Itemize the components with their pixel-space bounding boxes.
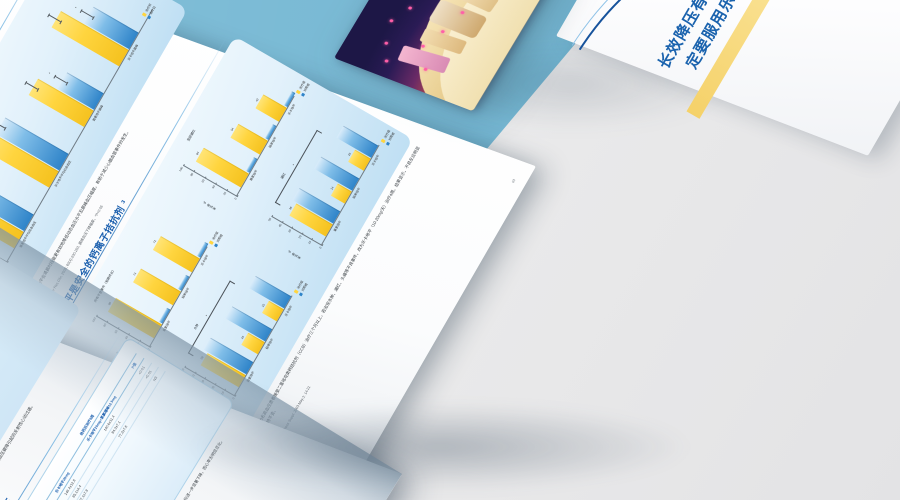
- legend-swatch-control: [298, 292, 304, 297]
- y-tick: 100: [178, 165, 184, 173]
- legend-swatch-control: [385, 141, 391, 147]
- y-tick: 40: [211, 184, 217, 190]
- significance-star: *: [204, 314, 210, 318]
- y-tick: 20: [297, 234, 303, 240]
- legend-swatch-treated: [293, 289, 299, 295]
- y-tick: 80: [189, 172, 195, 178]
- bar-value-label: 15: [260, 303, 266, 309]
- chart-c-legend: 治疗组 对照组: [295, 80, 312, 98]
- chart-d-ylabel: 发生率 %: [287, 248, 302, 260]
- y-tick: 0: [318, 245, 323, 250]
- chart-a-legend: 治疗组 对照组: [208, 231, 225, 249]
- chart-b-legend: 治疗组 对照组: [293, 280, 310, 298]
- left-section2-title: 乐卡地平高剂量应用能进一步降低血压: [0, 495, 16, 500]
- legend-swatch-treated: [295, 89, 301, 95]
- error-bar: [54, 75, 68, 84]
- bar-value-label: 42: [254, 97, 260, 103]
- significance-star: *: [48, 71, 53, 76]
- error-bar: [25, 82, 38, 90]
- legend-swatch-treated: [380, 138, 386, 144]
- bar-value: 54: [229, 123, 268, 155]
- chart-d-title: 潮红: [279, 172, 287, 180]
- chart-b-title: 水肿: [192, 322, 200, 331]
- error-bar: [48, 14, 61, 23]
- legend-swatch-treated: [208, 240, 214, 246]
- bar-value-label: 72: [152, 239, 158, 245]
- bar-value-label: 16: [346, 152, 353, 157]
- bar-value-label: 84: [195, 151, 201, 156]
- bar-value-label: 54: [229, 127, 235, 132]
- error-bar: [80, 10, 94, 18]
- y-tick: 30: [287, 228, 293, 234]
- legend-swatch-control: [213, 243, 219, 248]
- chart-c-title: 面部潮红: [186, 128, 197, 142]
- bar-value-label: 74: [132, 271, 138, 277]
- bar-value: 72: [152, 236, 200, 273]
- chart-d-legend: 治疗组 对照组: [380, 129, 397, 147]
- y-tick: 10: [307, 240, 313, 246]
- significance-star: *: [291, 163, 297, 167]
- bar-value-label: 36: [288, 205, 294, 211]
- y-tick: 0: [233, 196, 238, 201]
- book-shadow-lower: [120, 392, 760, 500]
- y-tick: 20: [221, 190, 227, 196]
- y-tick: 50: [267, 216, 273, 222]
- chart-c-ylabel: 发生率 %: [202, 199, 217, 211]
- y-tick: 60: [200, 178, 206, 184]
- bar-value: 74: [132, 268, 181, 306]
- bar-value-label: 16: [240, 335, 246, 340]
- significance-star: *: [74, 6, 79, 10]
- legend-swatch-control: [300, 92, 306, 98]
- y-tick: 40: [277, 222, 283, 228]
- right-page-number: 03: [510, 178, 517, 184]
- error-bar: [0, 121, 6, 129]
- bar-value-label: 14: [329, 185, 335, 191]
